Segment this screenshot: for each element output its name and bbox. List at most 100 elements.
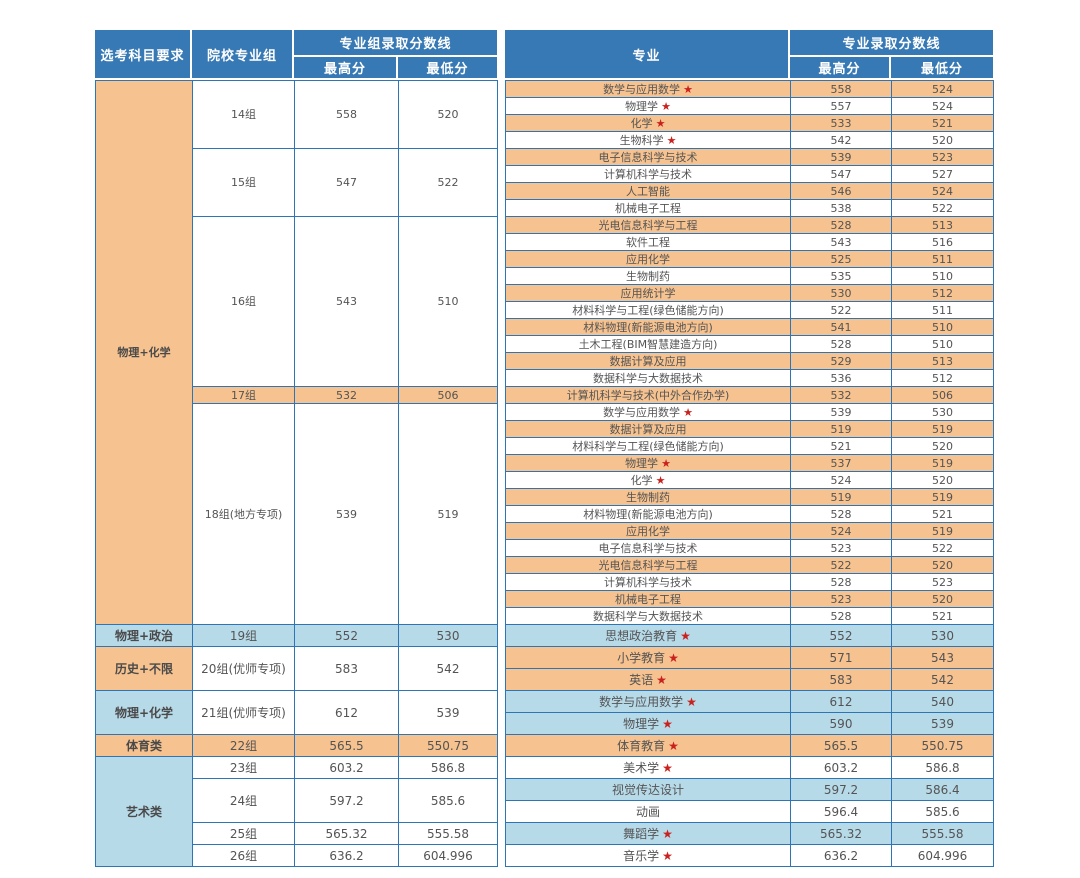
subject-requirement-cell: 物理+化学 [96,691,193,735]
major-name-cell: 化学 ★ [506,115,791,132]
major-max-cell: 528 [791,574,892,591]
major-name-cell: 材料物理(新能源电池方向) [506,319,791,336]
major-name-cell: 小学教育 ★ [506,647,791,669]
major-max-cell: 535 [791,268,892,285]
major-label: 计算机科学与技术(中外合作办学) [566,388,730,402]
major-min-cell: 520 [892,557,994,574]
subject-requirement-cell: 艺术类 [96,757,193,867]
major-max-cell: 565.32 [791,823,892,845]
group-name-cell: 23组 [193,757,295,779]
major-max-cell: 542 [791,132,892,149]
group-name-cell: 26组 [193,845,295,867]
col-header-subject-requirement: 选考科目要求 [95,30,192,78]
group-min-cell: 520 [399,81,498,149]
subject-requirement-cell: 历史+不限 [96,647,193,691]
major-label: 数据科学与大数据技术 [593,371,703,385]
major-min-cell: 519 [892,489,994,506]
group-min-cell: 506 [399,387,498,404]
major-label: 生物制药 [626,269,670,283]
right-table-body: 数学与应用数学 ★ 558 524 物理学 ★ 557 524 化学 ★ 533 521 生物科学 ★ 54… [505,80,994,867]
major-min-cell: 521 [892,608,994,625]
key-major-star-icon: ★ [661,456,671,470]
key-major-star-icon: ★ [680,628,691,643]
major-label: 体育教育 [617,738,666,753]
major-name-cell: 光电信息科学与工程 [506,217,791,234]
group-min-cell: 550.75 [399,735,498,757]
col-header-major-max: 最高分 [790,57,891,78]
major-name-cell: 土木工程(BIM智慧建造方向) [506,336,791,353]
major-min-cell: 540 [892,691,994,713]
major-name-cell: 生物科学 ★ [506,132,791,149]
major-min-cell: 524 [892,81,994,98]
major-name-cell: 动画 [506,801,791,823]
major-min-cell: 524 [892,183,994,200]
group-max-cell: 603.2 [295,757,399,779]
col-header-major-score-line: 专业录取分数线 [790,30,993,57]
major-name-cell: 物理学 ★ [506,713,791,735]
major-label: 电子信息科学与技术 [598,541,698,555]
major-label: 化学 [630,116,653,130]
major-max-cell: 538 [791,200,892,217]
group-max-cell: 543 [295,217,399,387]
major-name-cell: 英语 ★ [506,669,791,691]
major-max-cell: 571 [791,647,892,669]
group-min-cell: 539 [399,691,498,735]
group-name-cell: 21组(优师专项) [193,691,295,735]
major-label: 应用化学 [626,524,670,538]
major-name-cell: 应用化学 [506,251,791,268]
major-min-cell: 530 [892,625,994,647]
group-max-cell: 597.2 [295,779,399,823]
major-max-cell: 565.5 [791,735,892,757]
key-major-star-icon: ★ [661,99,671,113]
major-label: 物理学 [625,99,659,113]
major-min-cell: 539 [892,713,994,735]
major-max-cell: 583 [791,669,892,691]
major-name-cell: 计算机科学与技术 [506,166,791,183]
key-major-star-icon: ★ [668,650,679,665]
major-min-cell: 511 [892,251,994,268]
major-label: 数学与应用数学 [599,694,684,709]
key-major-star-icon: ★ [662,716,673,731]
major-name-cell: 物理学 ★ [506,98,791,115]
group-min-cell: 530 [399,625,498,647]
key-major-star-icon: ★ [656,672,667,687]
major-max-cell: 528 [791,336,892,353]
major-label: 美术学 [623,760,660,775]
group-name-cell: 25组 [193,823,295,845]
major-min-cell: 527 [892,166,994,183]
major-max-cell: 519 [791,489,892,506]
major-min-cell: 520 [892,438,994,455]
key-major-star-icon: ★ [686,694,697,709]
major-max-cell: 612 [791,691,892,713]
major-label: 计算机科学与技术 [604,167,692,181]
major-label: 舞蹈学 [623,826,660,841]
group-min-cell: 519 [399,404,498,625]
group-max-cell: 547 [295,149,399,217]
major-min-cell: 521 [892,506,994,523]
major-label: 机械电子工程 [615,201,681,215]
major-max-cell: 528 [791,506,892,523]
group-min-cell: 542 [399,647,498,691]
major-min-cell: 586.8 [892,757,994,779]
major-name-cell: 人工智能 [506,183,791,200]
major-label: 数据计算及应用 [609,354,687,368]
group-max-cell: 636.2 [295,845,399,867]
group-max-cell: 565.5 [295,735,399,757]
major-min-cell: 530 [892,404,994,421]
major-label: 视觉传达设计 [611,782,684,797]
major-label: 材料物理(新能源电池方向) [583,320,713,334]
col-header-college-group: 院校专业组 [192,30,294,78]
major-name-cell: 机械电子工程 [506,591,791,608]
major-min-cell: 585.6 [892,801,994,823]
group-name-cell: 16组 [193,217,295,387]
major-min-cell: 519 [892,523,994,540]
col-header-major: 专业 [505,30,790,78]
major-label: 数据科学与大数据技术 [593,609,703,623]
group-name-cell: 15组 [193,149,295,217]
group-max-cell: 583 [295,647,399,691]
major-name-cell: 数学与应用数学 ★ [506,691,791,713]
major-name-cell: 化学 ★ [506,472,791,489]
major-label: 动画 [635,804,660,819]
major-label: 应用化学 [626,252,670,266]
major-max-cell: 541 [791,319,892,336]
